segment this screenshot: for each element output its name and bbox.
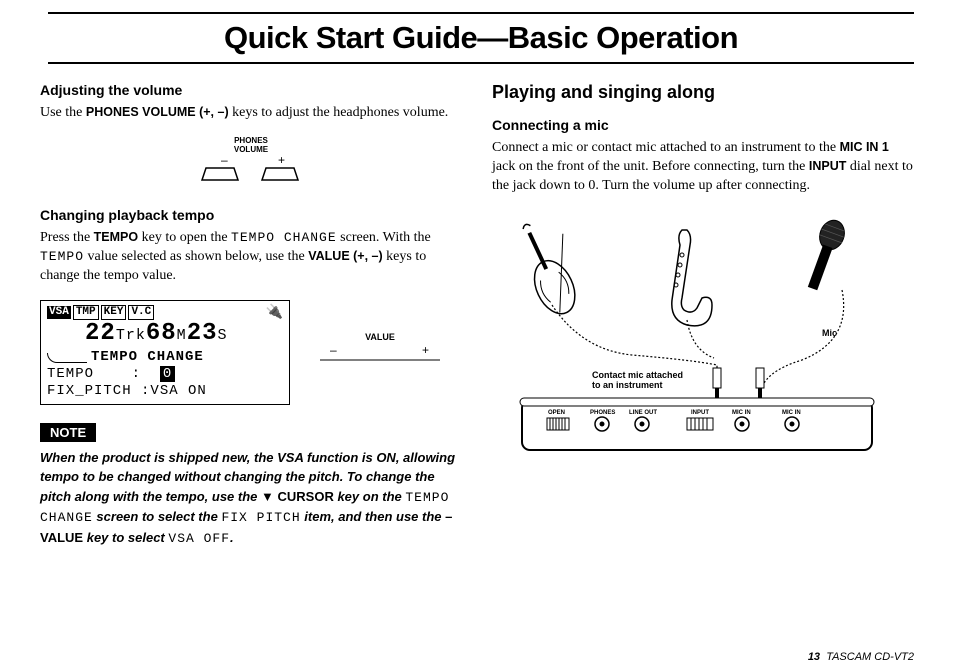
lcd-min: 68 — [146, 320, 177, 347]
minus-button-icon — [202, 168, 238, 180]
model-name: TASCAM CD-VT2 — [826, 651, 914, 663]
violin-icon — [509, 212, 593, 320]
text: item, and then use the — [301, 509, 445, 524]
tempo-key-ref: TEMPO — [94, 230, 138, 244]
input-dial-ref: INPUT — [809, 159, 847, 173]
minus-sign: – — [330, 343, 337, 357]
two-column-layout: Adjusting the volume Use the PHONES VOLU… — [40, 82, 914, 548]
text: key on the — [334, 489, 406, 504]
playing-singing-heading: Playing and singing along — [492, 82, 914, 103]
phones-volume-figure: PHONES VOLUME – + — [40, 137, 462, 190]
phones-volume-key-ref: PHONES VOLUME (+, –) — [86, 105, 229, 119]
adjust-volume-heading: Adjusting the volume — [40, 82, 462, 98]
lcd-chip-key: KEY — [101, 305, 127, 320]
page-footer: 13 TASCAM CD-VT2 — [808, 651, 914, 663]
jack-label: OPEN — [548, 410, 565, 416]
lcd-min-label: M — [177, 327, 187, 344]
text: jack on the front of the unit. Before co… — [492, 159, 809, 174]
connection-diagram-svg: OPEN PHONES LINE OUT INPUT MIC IN MIC IN — [492, 210, 912, 470]
plus-sign: + — [278, 154, 285, 167]
lcd-row1-sep: : — [132, 366, 141, 382]
value-buttons-icon: – + — [320, 342, 440, 368]
text: value selected as shown below, use the — [84, 249, 308, 264]
minus-sign: – — [221, 154, 228, 167]
left-column: Adjusting the volume Use the PHONES VOLU… — [40, 82, 462, 548]
lcd-curve-icon — [47, 353, 87, 363]
text: . — [230, 530, 234, 545]
lcd-sec-label: S — [218, 327, 228, 344]
text: Use the — [40, 105, 86, 120]
cursor-key-ref: CURSOR — [274, 489, 334, 504]
adjust-volume-text: Use the PHONES VOLUME (+, –) keys to adj… — [40, 104, 462, 123]
microphone-icon — [801, 216, 848, 292]
connection-diagram: OPEN PHONES LINE OUT INPUT MIC IN MIC IN… — [492, 210, 914, 470]
lcd-sec: 23 — [187, 320, 218, 347]
device-front-panel-icon: OPEN PHONES LINE OUT INPUT MIC IN MIC IN — [520, 398, 874, 450]
plus-sign: + — [422, 343, 429, 357]
mic-in-1-ref: MIC IN 1 — [840, 140, 889, 154]
jack-label: MIC IN — [782, 410, 801, 416]
note-tag: NOTE — [40, 423, 96, 442]
text: Press the — [40, 230, 94, 245]
jack-plug-2-icon — [756, 368, 764, 400]
text: key to open the — [138, 230, 231, 245]
change-tempo-heading: Changing playback tempo — [40, 207, 462, 223]
jack-plug-1-icon — [713, 368, 721, 400]
lcd-time-row: 22Trk68M23S — [47, 320, 283, 349]
lcd-tempo-change-label: TEMPO CHANGE — [91, 349, 204, 366]
text: screen. With the — [337, 230, 431, 245]
lcd-row1-val: 0 — [160, 366, 175, 382]
plug-icon: 🔌 — [266, 305, 283, 322]
note-text: When the product is shipped new, the VSA… — [40, 448, 462, 549]
right-column: Playing and singing along Connecting a m… — [492, 82, 914, 548]
saxophone-icon — [672, 230, 712, 326]
mic-cable — [760, 290, 844, 395]
manual-page: Quick Start Guide—Basic Operation Adjust… — [0, 0, 954, 671]
lcd-chip-vsa: VSA — [47, 306, 71, 319]
text: Connect a mic or contact mic attached to… — [492, 140, 840, 155]
text: key to select — [83, 530, 168, 545]
note-block: NOTE When the product is shipped new, th… — [40, 423, 462, 549]
page-title: Quick Start Guide—Basic Operation — [48, 20, 914, 56]
jack-label: MIC IN — [732, 410, 751, 416]
jack-label: LINE OUT — [629, 410, 657, 416]
lcd-track-num: 22 — [85, 320, 116, 347]
lcd-fixpitch-row: FIX_PITCH :VSA ON — [47, 383, 283, 400]
lcd-row1-key: TEMPO — [47, 366, 94, 382]
lcd-chip-vc: V.C — [128, 305, 154, 320]
connecting-mic-text: Connect a mic or contact mic attached to… — [492, 139, 914, 196]
lcd-status-row: VSATMPKEYV.C 🔌 — [47, 305, 283, 320]
page-number: 13 — [808, 651, 820, 663]
lcd-screen: VSATMPKEYV.C 🔌 22Trk68M23S TEMPO CHANGE … — [40, 300, 290, 404]
connecting-mic-heading: Connecting a mic — [492, 117, 914, 133]
jack-label: PHONES — [590, 410, 615, 416]
plus-button-icon — [262, 168, 298, 180]
value-key-ref: VALUE (+, –) — [308, 249, 382, 263]
lcd-trk-label: Trk — [116, 327, 146, 344]
fix-pitch-ref: FIX PITCH — [221, 510, 300, 525]
change-tempo-text: Press the TEMPO key to open the TEMPO CH… — [40, 229, 462, 286]
text: keys to adjust the head­phones volume. — [229, 105, 449, 120]
phones-volume-buttons-icon: – + — [186, 154, 316, 184]
phones-volume-label: PHONES VOLUME — [40, 137, 462, 155]
lcd-tempo-change-row: TEMPO CHANGE — [47, 349, 283, 366]
vsa-off-ref: VSA OFF — [168, 531, 230, 546]
lcd-chip-tmp: TMP — [73, 305, 99, 320]
value-label: VALUE — [320, 332, 440, 342]
contact-mic-label: Contact mic attached to an instrument — [592, 370, 683, 390]
lcd-and-value-figure: VSATMPKEYV.C 🔌 22Trk68M23S TEMPO CHANGE … — [40, 300, 462, 404]
tempo-change-screen-ref: TEMPO CHANGE — [231, 230, 337, 245]
lcd-tempo-value-row: TEMPO : 0 — [47, 366, 283, 383]
jack-label: INPUT — [691, 410, 709, 416]
text: screen to select the — [93, 509, 222, 524]
tempo-value-ref: TEMPO — [40, 249, 84, 264]
mic-label: Mic — [822, 328, 837, 338]
value-buttons-figure: VALUE – + — [320, 332, 440, 373]
cursor-triangle-icon: ▼ — [261, 489, 274, 504]
title-bar: Quick Start Guide—Basic Operation — [48, 12, 914, 64]
